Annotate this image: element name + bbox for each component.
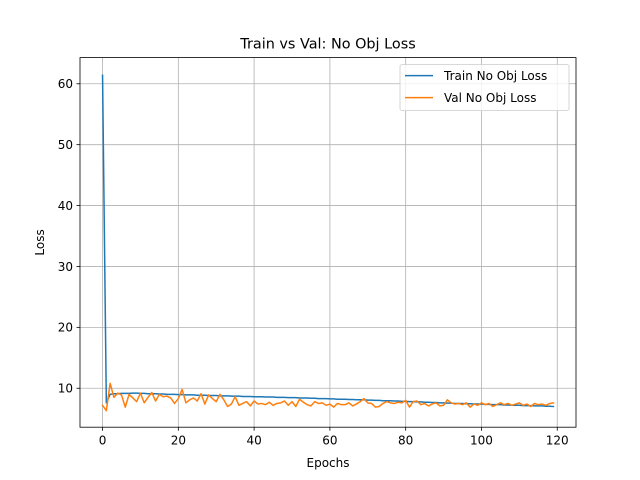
- y-tick-label: 50: [58, 138, 73, 152]
- y-tick-label: 20: [58, 321, 73, 335]
- y-axis-label: Loss: [33, 229, 47, 255]
- x-tick-label: 0: [99, 434, 107, 448]
- y-tick-label: 40: [58, 199, 73, 213]
- chart-title: Train vs Val: No Obj Loss: [239, 37, 415, 53]
- grid: [80, 57, 576, 428]
- plot-lines: [101, 74, 555, 412]
- legend-train-label: Train No Obj Loss: [443, 69, 547, 83]
- legend-box: [399, 64, 570, 111]
- x-tick-label: 100: [470, 434, 493, 448]
- legend: Train No Obj Loss Val No Obj Loss: [399, 64, 570, 111]
- x-tick-label: 40: [246, 434, 261, 448]
- legend-val-label: Val No Obj Loss: [444, 91, 536, 105]
- x-tick-label: 80: [398, 434, 413, 448]
- y-tick-label: 30: [58, 260, 73, 274]
- val-loss-line: [101, 382, 555, 412]
- axis-ticks: 0 20 40 60 80 100 120 10 20 30 40 50 60: [58, 77, 569, 448]
- x-tick-label: 120: [546, 434, 569, 448]
- x-axis-label: Epochs: [307, 456, 350, 470]
- y-tick-label: 60: [58, 77, 73, 91]
- x-tick-label: 20: [171, 434, 186, 448]
- y-tick-label: 10: [58, 382, 73, 396]
- x-tick-label: 60: [322, 434, 337, 448]
- plot-frame: [79, 57, 577, 428]
